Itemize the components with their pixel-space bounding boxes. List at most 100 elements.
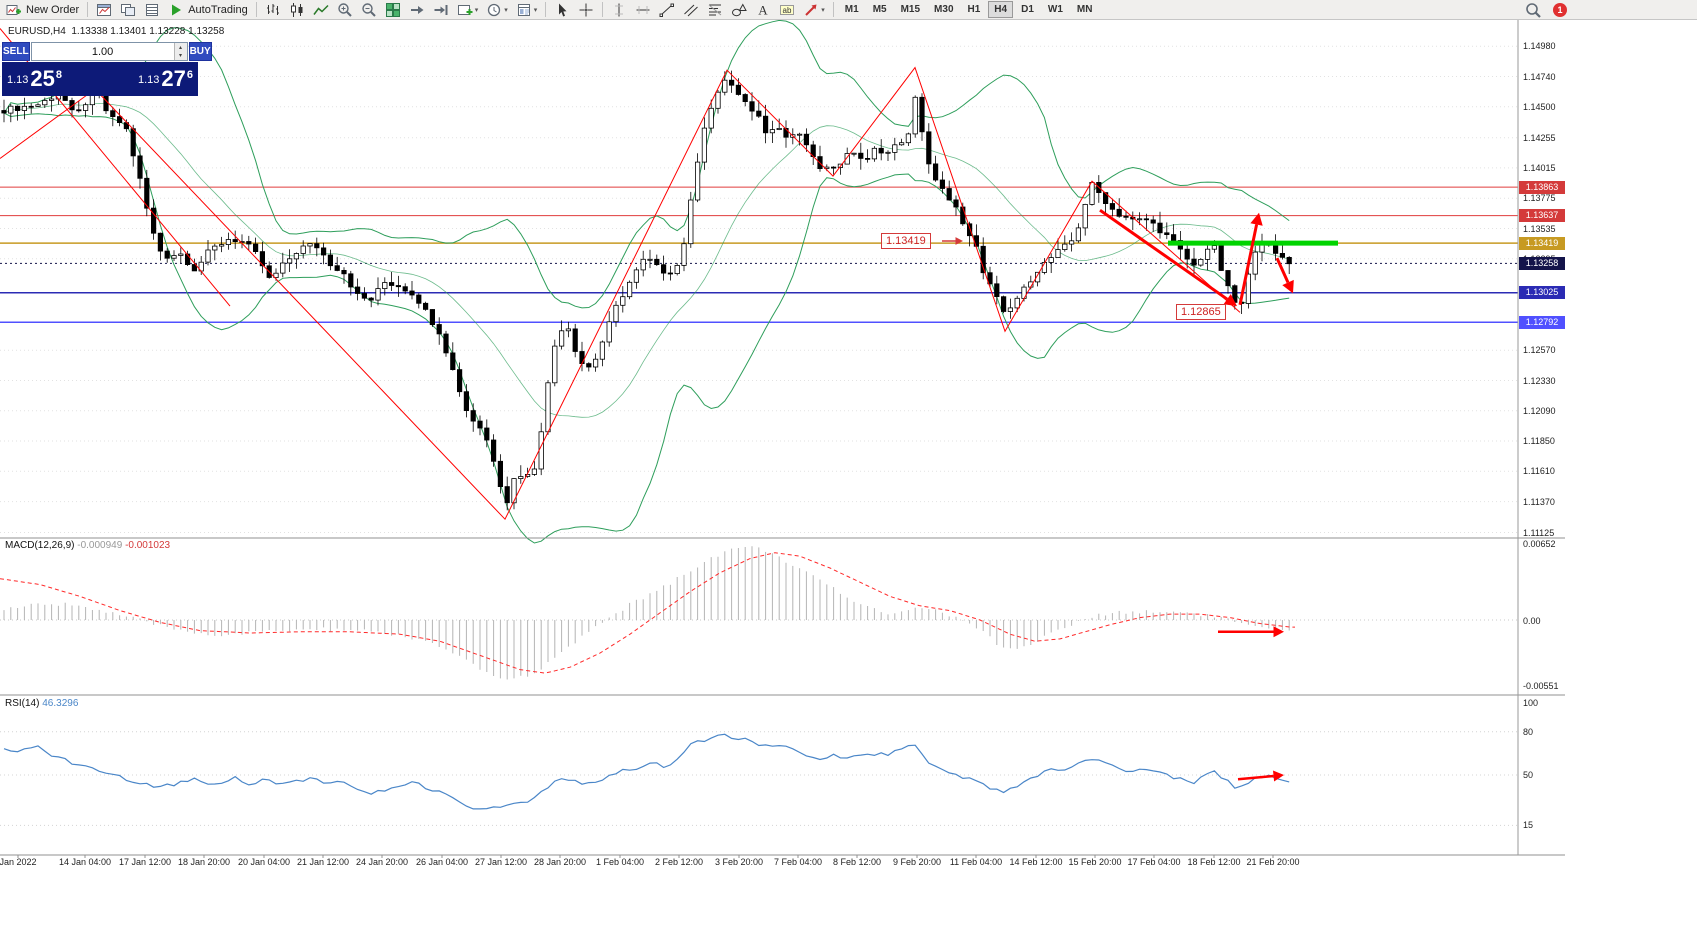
data-window-icon[interactable] [141, 1, 163, 19]
candlestick-chart-icon[interactable] [286, 1, 308, 19]
rsi-indicator-header: RSI(14) 46.3296 [5, 698, 78, 709]
price-level-badge: 1.13637 [1519, 209, 1565, 223]
chevron-down-icon: ▾ [533, 5, 538, 14]
volume-box: ▴ ▾ [30, 42, 188, 61]
zigzag-entry-line[interactable] [0, 88, 96, 159]
rsi-value: 46.3296 [42, 698, 79, 709]
price-scale-label: 1.11610 [1523, 466, 1555, 477]
arrows-icon[interactable]: ▾ [800, 1, 828, 19]
text-label-icon[interactable]: ab [776, 1, 798, 19]
toolbar-separator [602, 2, 604, 17]
price-scale-label: 1.14980 [1523, 41, 1556, 52]
price-scale-label: 1.14740 [1523, 71, 1556, 82]
bar-chart-icon[interactable] [262, 1, 284, 19]
zoom-in-icon[interactable] [334, 1, 356, 19]
zigzag-indicator[interactable] [94, 66, 1241, 521]
volume-input[interactable] [31, 43, 174, 60]
toolbar-separator [87, 2, 89, 17]
notification-badge[interactable]: 1 [1553, 2, 1567, 17]
time-scale-label: 11 Feb 04:00 [949, 857, 1003, 867]
chevron-down-icon: ▾ [821, 5, 825, 14]
timeframe-button-M15[interactable]: M15 [900, 4, 921, 15]
volume-down-button[interactable]: ▾ [174, 51, 187, 60]
timeframe-button-MN[interactable]: MN [1076, 4, 1093, 15]
price-scale-label: 1.14015 [1523, 162, 1556, 173]
sell-button[interactable]: SELL [2, 42, 30, 61]
time-scale-label: 27 Jan 12:00 [474, 857, 528, 867]
shapes-icon[interactable] [728, 1, 750, 19]
time-scale-label: 3 Feb 20:00 [714, 857, 764, 867]
chevron-down-icon: ▾ [474, 5, 479, 14]
time-scale-label: 17 Jan 12:00 [118, 857, 172, 867]
bollinger-middle-band [3, 102, 1290, 418]
candles-group [1, 70, 1292, 511]
timeframe-button-D1[interactable]: D1 [1021, 4, 1034, 15]
volume-up-button[interactable]: ▴ [174, 43, 187, 52]
time-scale-label: 15 Feb 20:00 [1068, 857, 1122, 867]
price-level-badge: 1.13025 [1519, 286, 1565, 300]
macd-scale-label: -0.00551 [1523, 681, 1559, 692]
zoom-out-icon[interactable] [358, 1, 380, 19]
autotrading-button[interactable]: AutoTrading [165, 1, 251, 19]
auto-scroll-icon[interactable] [406, 1, 428, 19]
new-chart-dropdown[interactable]: ▾ [454, 1, 482, 19]
buy-button[interactable]: BUY [188, 42, 212, 61]
line-chart-icon[interactable] [310, 1, 332, 19]
fibonacci-icon[interactable] [704, 1, 726, 19]
timeframe-button-H1[interactable]: H1 [967, 4, 981, 15]
tile-windows-icon[interactable] [382, 1, 404, 19]
new-order-button[interactable]: New Order [3, 1, 82, 19]
price-scale-label: 1.12330 [1523, 375, 1556, 386]
timeframe-button-M1[interactable]: M1 [844, 4, 859, 15]
bid-price: 1.13 25 8 [7, 66, 63, 91]
price-scale-label: 1.14255 [1523, 132, 1556, 143]
crosshair-icon[interactable] [575, 1, 597, 19]
toolbar-separator [832, 2, 834, 17]
toolbar-right-group: 1 [1521, 1, 1567, 19]
macd-value: -0.000949 [77, 540, 123, 551]
time-scale-label: 14 Jan 04:00 [58, 857, 112, 867]
time-scale-label: 18 Feb 12:00 [1187, 857, 1241, 867]
time-scale-label: 1 Feb 04:00 [595, 857, 645, 867]
price-scale-label: 1.13535 [1523, 223, 1556, 234]
trend-arrows[interactable] [1099, 208, 1294, 307]
time-scale-label: 7 Feb 04:00 [773, 857, 823, 867]
vertical-line-icon[interactable] [608, 1, 630, 19]
cursor-icon[interactable] [551, 1, 573, 19]
timeframe-button-M30[interactable]: M30 [934, 4, 954, 15]
bid-ask-display: 1.13 25 8 1.13 27 6 [2, 62, 198, 96]
horizontal-line-icon[interactable] [632, 1, 654, 19]
timeframe-button-M5[interactable]: M5 [872, 4, 887, 15]
search-icon[interactable] [1522, 1, 1544, 19]
macd-histogram [3, 546, 1290, 680]
timeframe-button-W1[interactable]: W1 [1047, 4, 1063, 15]
time-scale-label: Jan 2022 [0, 857, 37, 867]
timeframe-button-H4[interactable]: H4 [988, 1, 1014, 18]
rsi-scale-label: 15 [1523, 820, 1534, 831]
price-scale-label: 1.11850 [1523, 436, 1555, 446]
profiles-icon[interactable] [117, 1, 139, 19]
time-scale-label: 8 Feb 12:00 [832, 857, 882, 867]
macd-scale-label: 0.00 [1523, 616, 1541, 626]
toolbar-separator [545, 2, 547, 17]
chevron-down-icon: ▾ [504, 5, 508, 14]
template-dropdown[interactable]: ▾ [513, 1, 541, 19]
period-dropdown[interactable]: ▾ [483, 1, 511, 19]
new-chart-icon[interactable] [93, 1, 115, 19]
chart-shift-icon[interactable] [430, 1, 452, 19]
macd-signal-value: -0.001023 [125, 540, 171, 551]
time-scale-label: 2 Feb 12:00 [654, 857, 704, 867]
price-level-badge: 1.13419 [1519, 236, 1565, 250]
price-scale-label: 1.12090 [1523, 405, 1556, 416]
trendline-icon[interactable] [656, 1, 678, 19]
price-annotation-label[interactable]: 1.13419 [881, 233, 931, 249]
time-scale-label: 20 Jan 04:00 [237, 857, 291, 867]
channel-icon[interactable] [680, 1, 702, 19]
svg-text:ab: ab [783, 6, 792, 15]
bollinger-upper-band [3, 19, 1290, 309]
price-scale-label: 1.14500 [1523, 101, 1556, 112]
volume-spinner: ▴ ▾ [173, 43, 187, 60]
text-icon[interactable]: A [752, 1, 774, 19]
price-annotation-label[interactable]: 1.12865 [1176, 304, 1226, 320]
